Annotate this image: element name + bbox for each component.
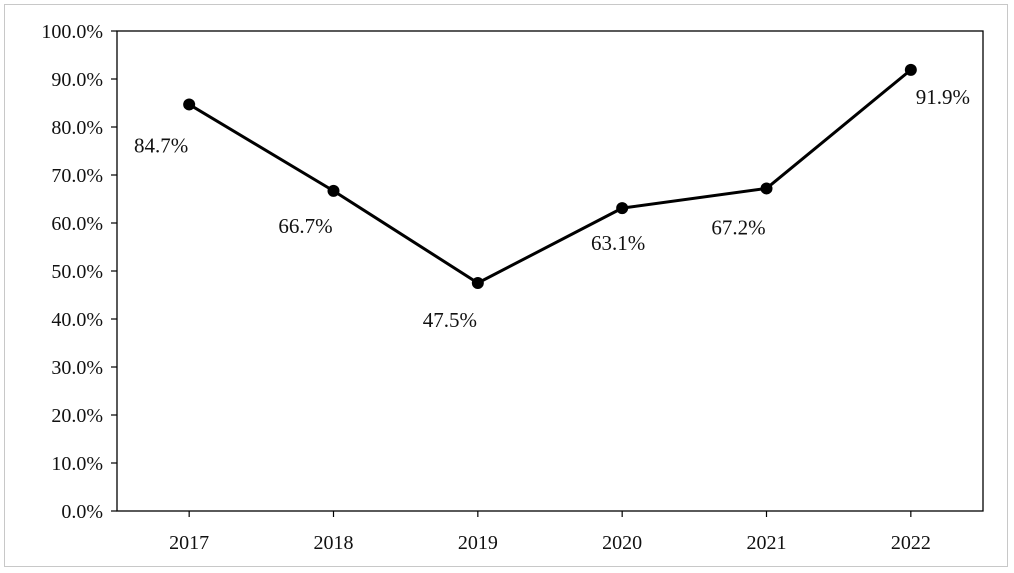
x-tick-label: 2020 (602, 532, 642, 554)
series-line (188, 68, 912, 285)
y-tick-label: 40.0% (51, 309, 103, 331)
data-label: 47.5% (423, 308, 477, 332)
data-label: 66.7% (278, 214, 332, 238)
plot-area (116, 30, 984, 512)
x-tick-label: 2017 (169, 532, 209, 554)
x-tick-label: 2019 (458, 532, 498, 554)
y-tick-label: 60.0% (51, 213, 103, 235)
y-tick-label: 70.0% (51, 165, 103, 187)
y-tick-label: 10.0% (51, 453, 103, 475)
y-tick-label: 20.0% (51, 405, 103, 427)
x-axis-ticks: 2017 2018 2019 2020 2021 2022 (169, 511, 931, 554)
data-point (904, 63, 917, 76)
line-chart: 0.0% 10.0% 20.0% 30.0% 40.0% 50.0% 60.0% 70.0% 8… (41, 21, 984, 554)
y-tick-label: 50.0% (51, 261, 103, 283)
y-tick-label: 30.0% (51, 357, 103, 379)
data-point (183, 98, 196, 111)
data-point (471, 277, 484, 289)
data-points (183, 63, 917, 289)
data-label: 67.2% (711, 215, 765, 239)
data-point (327, 184, 340, 197)
y-axis-ticks: 0.0% 10.0% 20.0% 30.0% 40.0% 50.0% 60.0% 70.0% 8… (41, 21, 117, 523)
x-tick-label: 2018 (314, 532, 354, 554)
data-point (760, 182, 773, 195)
data-labels: 84.7% 66.7% 47.5% 63.1% 67.2% 91.9% (134, 85, 970, 332)
data-label: 91.9% (916, 85, 970, 109)
x-tick-label: 2021 (747, 532, 787, 554)
y-tick-label: 90.0% (51, 69, 103, 91)
data-point (616, 202, 629, 215)
y-tick-label: 80.0% (51, 117, 103, 139)
data-label: 63.1% (591, 231, 645, 255)
y-tick-label: 0.0% (61, 501, 103, 523)
chart-frame: 0.0% 10.0% 20.0% 30.0% 40.0% 50.0% 60.0% 70.0% 8… (4, 4, 1008, 567)
data-label: 84.7% (134, 133, 188, 157)
y-tick-label: 100.0% (41, 21, 103, 43)
x-tick-label: 2022 (891, 532, 931, 554)
